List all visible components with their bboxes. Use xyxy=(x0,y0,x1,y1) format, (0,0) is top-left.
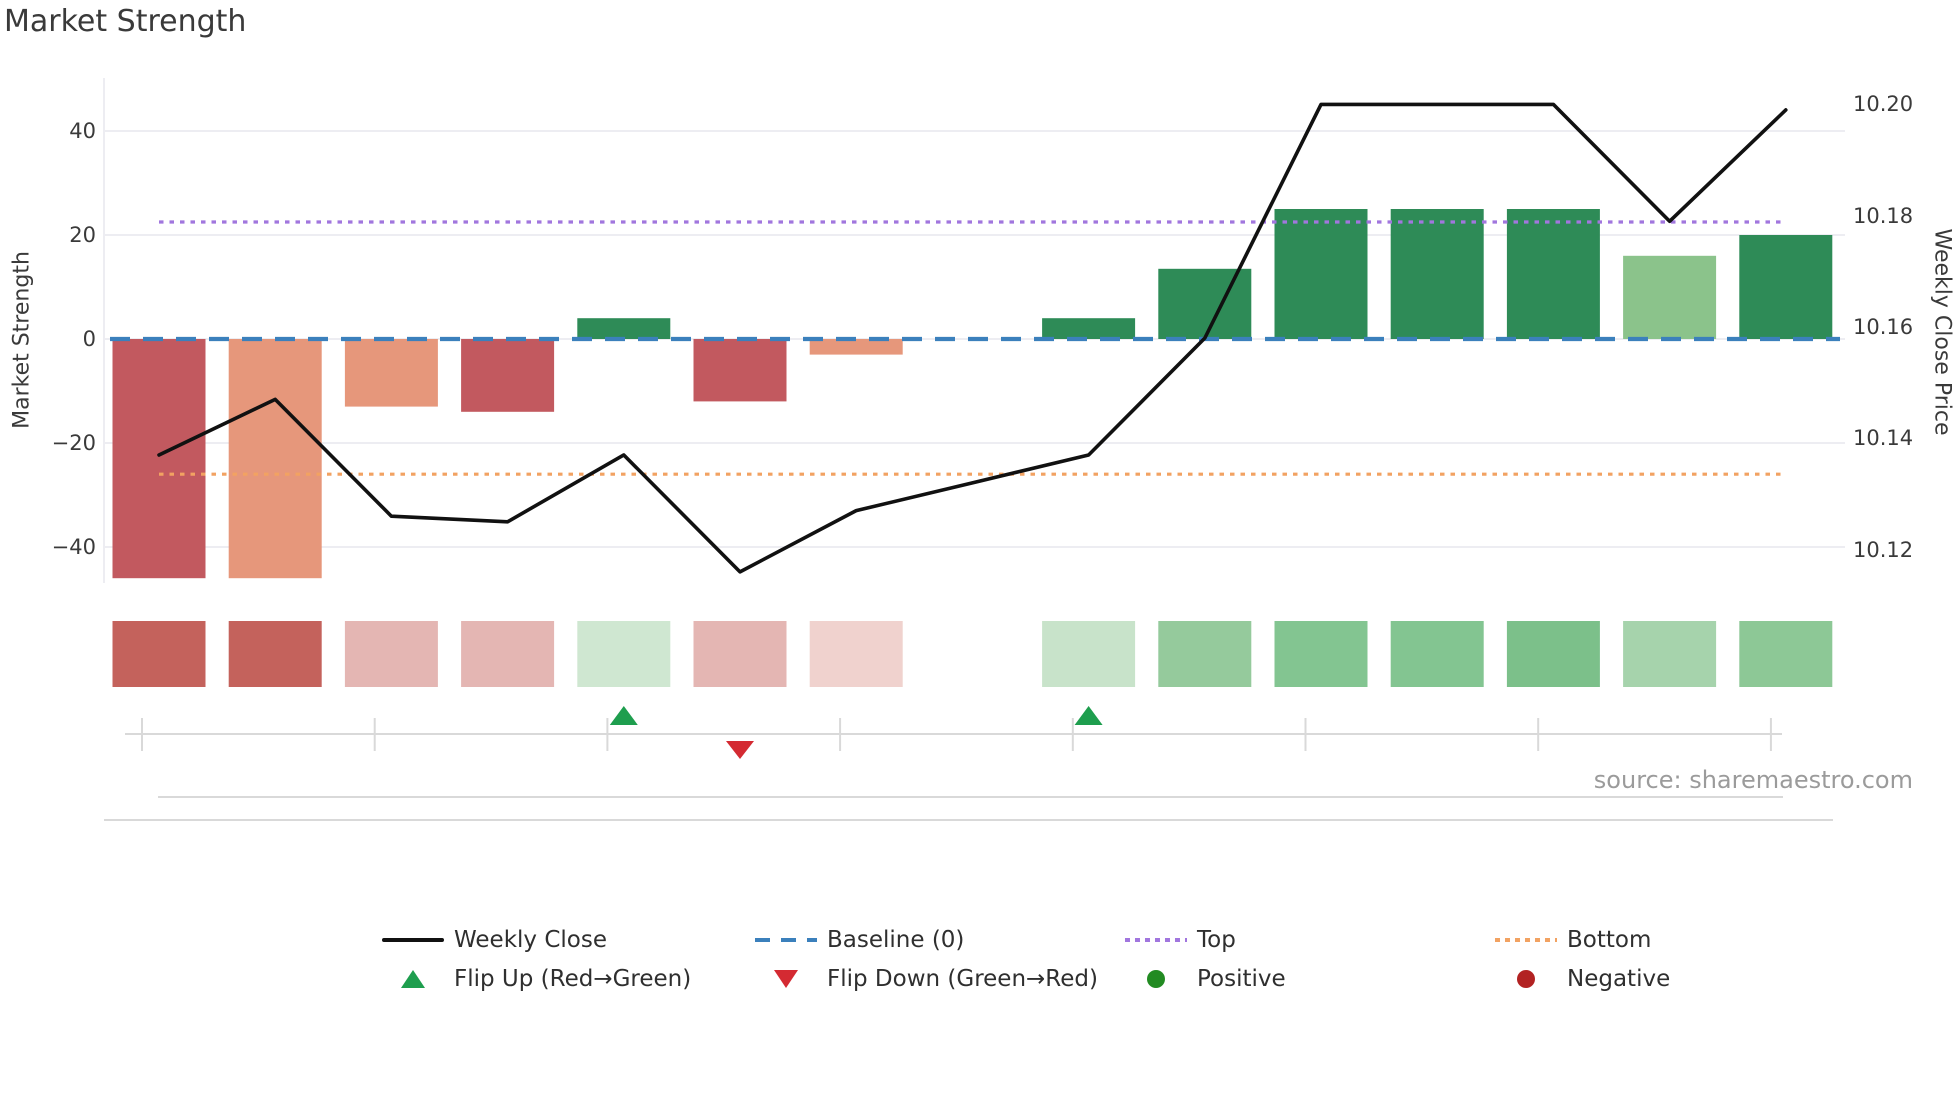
left-axis-tick-label: 20 xyxy=(69,223,96,247)
source-credit: source: sharemaestro.com xyxy=(1593,766,1913,794)
heat-cell-11 xyxy=(1274,621,1368,687)
heat-cell-9 xyxy=(1042,621,1136,687)
bar-week-15 xyxy=(1739,235,1833,339)
legend-item-flip-up: Flip Up (Red→Green) xyxy=(382,961,691,997)
bar-week-1 xyxy=(112,339,206,579)
baseline-dash-swatch xyxy=(755,938,817,942)
heat-cell-4 xyxy=(461,621,555,687)
heat-cell-10 xyxy=(1158,621,1252,687)
flip-up-marker xyxy=(609,706,638,725)
legend-label: Weekly Close xyxy=(454,927,607,953)
legend-item-flip-down: Flip Down (Green→Red) xyxy=(755,961,1098,997)
legend-label: Flip Up (Red→Green) xyxy=(454,966,692,992)
negative-circle-icon xyxy=(1495,970,1557,988)
flip-up-triangle-icon xyxy=(382,970,444,988)
heat-cell-6 xyxy=(693,621,787,687)
bar-week-6 xyxy=(693,339,787,402)
flip-up-marker xyxy=(1074,706,1103,725)
right-axis-tick-label: 10.12 xyxy=(1853,537,1914,562)
heat-cell-7 xyxy=(809,621,903,687)
heat-cell-12 xyxy=(1390,621,1484,687)
flip-down-marker xyxy=(726,741,754,759)
legend-label: Negative xyxy=(1567,966,1671,992)
bar-week-3 xyxy=(344,339,438,407)
heat-cell-2 xyxy=(228,621,322,687)
legend-item-positive: Positive xyxy=(1125,961,1286,997)
heat-cell-3 xyxy=(344,621,438,687)
legend-label: Top xyxy=(1197,927,1236,953)
legend-item-weekly-close: Weekly Close xyxy=(382,922,607,958)
legend-item-baseline: Baseline (0) xyxy=(755,922,964,958)
right-axis-tick-label: 10.20 xyxy=(1853,92,1914,117)
legend-label: Baseline (0) xyxy=(827,927,965,953)
right-axis-tick-label: 10.16 xyxy=(1853,315,1914,339)
positive-circle-icon xyxy=(1125,970,1187,988)
legend-item-bottom: Bottom xyxy=(1495,922,1651,958)
heat-cell-14 xyxy=(1623,621,1717,687)
bar-week-4 xyxy=(461,339,555,412)
right-axis-label: Weekly Close Price xyxy=(1929,228,1955,436)
top-dot-swatch xyxy=(1125,938,1187,942)
legend-item-top: Top xyxy=(1125,922,1236,958)
bar-week-2 xyxy=(228,339,322,579)
weekly-close-line xyxy=(157,102,1788,574)
left-axis-tick-label: −40 xyxy=(51,535,96,559)
bar-week-10 xyxy=(1158,268,1252,339)
legend-label: Bottom xyxy=(1567,927,1652,953)
bar-week-12 xyxy=(1390,209,1484,339)
right-axis-tick-label: 10.18 xyxy=(1853,203,1914,228)
heat-cell-13 xyxy=(1506,621,1600,687)
left-axis-tick-label: 0 xyxy=(82,327,96,351)
bar-week-13 xyxy=(1506,209,1600,339)
legend-label: Positive xyxy=(1197,966,1286,992)
left-axis-tick-label: 40 xyxy=(69,119,96,143)
weekly-close-line-swatch xyxy=(382,938,444,942)
heat-cell-1 xyxy=(112,621,206,687)
legend-label: Flip Down (Green→Red) xyxy=(827,966,1098,992)
bar-week-14 xyxy=(1623,255,1717,339)
heat-cell-15 xyxy=(1739,621,1833,687)
left-axis-tick-label: −20 xyxy=(51,431,96,455)
right-axis-tick-label: 10.14 xyxy=(1853,426,1914,451)
bottom-dot-swatch xyxy=(1495,938,1557,942)
page-title: Market Strength xyxy=(4,4,247,39)
bar-week-5 xyxy=(577,318,671,339)
bar-week-11 xyxy=(1274,209,1368,339)
heat-cell-5 xyxy=(577,621,671,687)
bar-week-9 xyxy=(1042,318,1136,339)
bar-week-7 xyxy=(809,339,903,355)
flip-down-triangle-icon xyxy=(755,970,817,988)
legend-item-negative: Negative xyxy=(1495,961,1670,997)
